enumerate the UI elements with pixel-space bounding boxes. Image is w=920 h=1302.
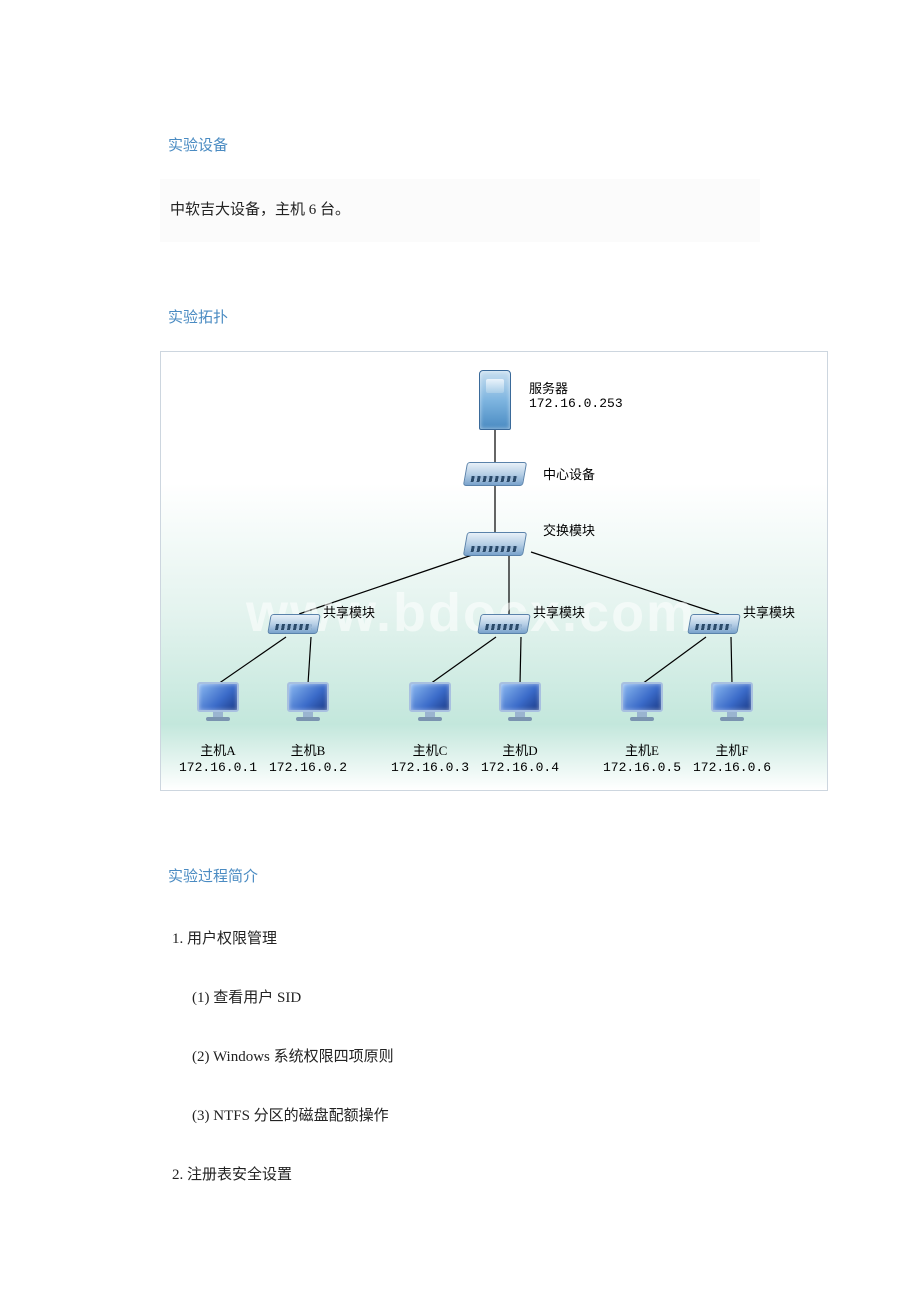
shared-module-2-icon [477, 614, 531, 634]
host-d-icon [499, 682, 541, 718]
switch-module-label: 交换模块 [543, 520, 595, 539]
shared-module-3-icon [687, 614, 741, 634]
host-b-icon [287, 682, 329, 718]
host-e-icon [621, 682, 663, 718]
host-f-ip: 172.16.0.6 [687, 760, 777, 775]
process-item-2: 2. 注册表安全设置 [160, 1146, 760, 1205]
host-e-ip: 172.16.0.5 [597, 760, 687, 775]
process-item-1-2: (2) Windows 系统权限四项原则 [160, 1028, 760, 1087]
switch-module-icon [463, 532, 527, 556]
host-d-ip: 172.16.0.4 [475, 760, 565, 775]
shared-module-3-label: 共享模块 [743, 602, 795, 621]
center-device-label: 中心设备 [543, 464, 595, 483]
process-item-1-1: (1) 查看用户 SID [160, 969, 760, 1028]
host-f-icon [711, 682, 753, 718]
host-c-icon [409, 682, 451, 718]
shared-module-2-label: 共享模块 [533, 602, 585, 621]
host-a-name: 主机A [183, 740, 253, 759]
host-a-ip: 172.16.0.1 [173, 760, 263, 775]
server-ip: 172.16.0.253 [529, 396, 623, 411]
host-b-ip: 172.16.0.2 [263, 760, 353, 775]
center-device-icon [463, 462, 527, 486]
host-e-name: 主机E [607, 740, 677, 759]
host-d-name: 主机D [485, 740, 555, 759]
host-f-name: 主机F [697, 740, 767, 759]
process-item-1-3: (3) NTFS 分区的磁盘配额操作 [160, 1087, 760, 1146]
heading-topology: 实验拓扑 [160, 302, 760, 331]
shared-module-1-icon [267, 614, 321, 634]
host-a-icon [197, 682, 239, 718]
topology-diagram: www.bdocx.com 服务器 172.16.0.253 中心设备 交换模块… [160, 351, 828, 791]
heading-process: 实验过程简介 [160, 861, 760, 890]
heading-equipment: 实验设备 [160, 130, 760, 159]
server-icon [479, 370, 511, 430]
server-label: 服务器 [529, 378, 568, 397]
shared-module-1-label: 共享模块 [323, 602, 375, 621]
host-c-name: 主机C [395, 740, 465, 759]
watermark: www.bdocx.com [246, 582, 696, 644]
equipment-body: 中软吉大设备，主机 6 台。 [160, 179, 760, 242]
process-item-1: 1. 用户权限管理 [160, 910, 760, 969]
host-c-ip: 172.16.0.3 [385, 760, 475, 775]
host-b-name: 主机B [273, 740, 343, 759]
